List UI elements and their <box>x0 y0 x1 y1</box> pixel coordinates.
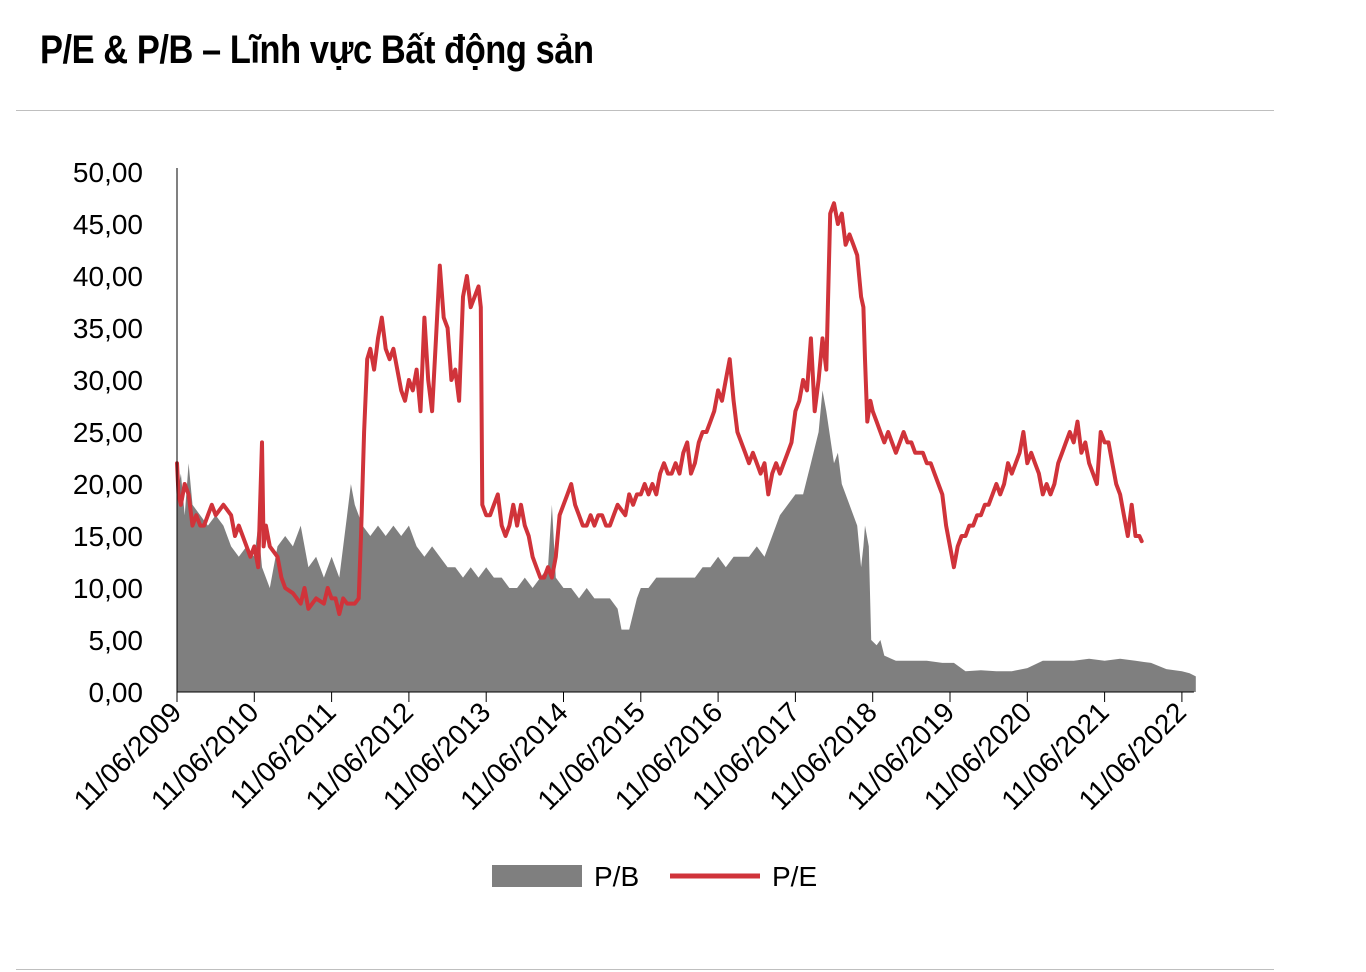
y-tick-label: 45,00 <box>73 209 143 240</box>
y-tick-label: 30,00 <box>73 365 143 396</box>
y-tick-label: 50,00 <box>73 157 143 188</box>
legend-swatch-pb <box>492 865 582 887</box>
legend-label-pb: P/B <box>594 861 639 892</box>
legend-label-pe: P/E <box>772 861 817 892</box>
footer-divider <box>16 969 1274 970</box>
tick-labels: 0,00 5,00 10,00 15,00 20,00 25,00 30,00 35,00 40… <box>68 157 1192 816</box>
axes-layer <box>176 168 1194 702</box>
series-line-pe <box>175 201 1144 616</box>
chart: 0,00 5,00 10,00 15,00 20,00 25,00 30,00 35,00 40… <box>68 157 1196 892</box>
title-divider <box>16 110 1274 111</box>
y-tick-label: 40,00 <box>73 261 143 292</box>
y-tick-label: 5,00 <box>89 625 144 656</box>
y-tick-label: 0,00 <box>89 677 144 708</box>
chart-title: P/E & P/B – Lĩnh vực Bất động sản <box>40 28 594 72</box>
series-area-pb <box>177 390 1196 692</box>
y-tick-label: 15,00 <box>73 521 143 552</box>
y-tick-label: 20,00 <box>73 469 143 500</box>
y-tick-label: 25,00 <box>73 417 143 448</box>
y-tick-label: 10,00 <box>73 573 143 604</box>
y-tick-label: 35,00 <box>73 313 143 344</box>
series-layer <box>175 201 1196 692</box>
legend: P/B P/E <box>492 861 817 892</box>
